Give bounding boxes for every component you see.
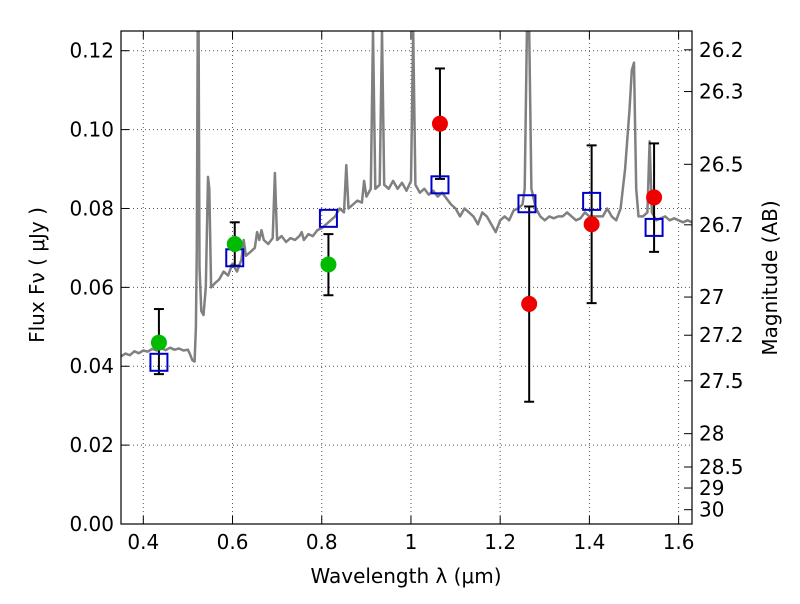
plot-area — [121, 31, 692, 403]
data-point — [431, 115, 448, 132]
right-tick-label: 27.2 — [699, 323, 744, 347]
x-axis-label: Wavelength λ (μm) — [310, 564, 501, 588]
data-point — [150, 334, 167, 351]
right-tick-label: 26.3 — [699, 80, 744, 104]
data-point — [583, 216, 600, 233]
model-photometry-square — [430, 175, 450, 195]
x-tick-label: 0.4 — [127, 530, 159, 554]
right-tick-label: 26.5 — [699, 152, 744, 176]
right-tick-label: 30 — [699, 498, 724, 522]
x-tick-label: 1.4 — [573, 530, 605, 554]
model-photometry-square — [644, 217, 664, 237]
y-tick-label: 0.02 — [69, 433, 114, 457]
right-tick-label: 26.7 — [699, 213, 744, 237]
y-tick-label: 0.04 — [69, 354, 114, 378]
model-spectrum-line — [121, 31, 692, 363]
x-tick-label: 1.6 — [663, 530, 695, 554]
y-axis-label: Flux Fν ( μJy ) — [25, 207, 49, 343]
right-tick-label: 26.2 — [699, 38, 744, 62]
data-point — [646, 189, 663, 206]
x-tick-label: 1.2 — [484, 530, 516, 554]
model-photometry-square — [582, 191, 602, 211]
model-photometry-square — [149, 352, 169, 372]
x-tick-label: 0.6 — [217, 530, 249, 554]
x-tick-label: 0.8 — [306, 530, 338, 554]
data-point — [320, 256, 337, 273]
y-tick-label: 0.12 — [69, 39, 114, 63]
model-photometry-square — [318, 208, 338, 228]
right-tick-label: 27.5 — [699, 369, 744, 393]
axes: 0.4 0.6 0.8 1 1.2 1.4 1.6 0.00 0.02 0.04 0.06 0.08 0… — [69, 30, 744, 554]
y-tick-label: 0.06 — [69, 275, 114, 299]
right-tick-label: 28 — [699, 422, 724, 446]
data-point — [521, 295, 538, 312]
plot-frame — [120, 30, 693, 525]
right-axis-label: Magnitude (AB) — [758, 200, 782, 355]
y-tick-label: 0.10 — [69, 118, 114, 142]
right-tick-label: 28.5 — [699, 455, 744, 479]
data-point — [226, 235, 243, 252]
y-tick-label: 0.00 — [69, 512, 114, 536]
right-tick-label: 27 — [699, 285, 724, 309]
y-tick-label: 0.08 — [69, 196, 114, 220]
right-tick-label: 29 — [699, 476, 724, 500]
x-tick-label: 1 — [405, 530, 418, 554]
model-photometry-square — [517, 194, 537, 214]
